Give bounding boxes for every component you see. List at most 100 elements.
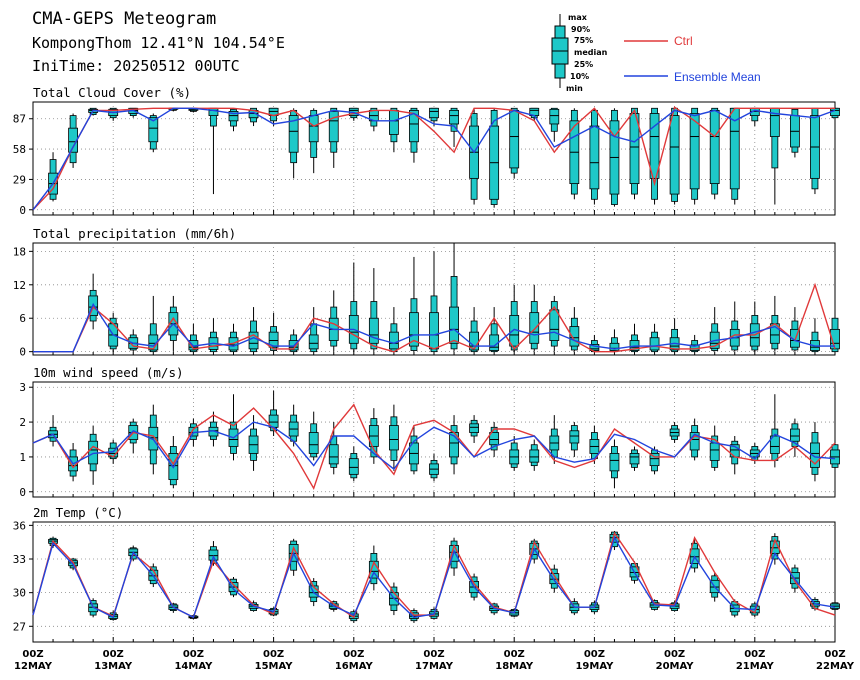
box-inner	[769, 435, 780, 454]
x-tick-label-time: 00Z	[22, 649, 43, 660]
box-whisker	[228, 108, 239, 132]
x-tick-label-date: 15MAY	[255, 661, 294, 672]
panel-3: 2m Temp (°C) 27 30 33 36	[13, 505, 840, 643]
box-inner	[449, 306, 459, 344]
y-tick-label: 2	[19, 416, 26, 429]
x-tick-label-time: 00Z	[263, 649, 284, 660]
box-inner	[549, 573, 560, 585]
box-whisker	[629, 107, 640, 200]
box-whisker	[629, 323, 640, 353]
box-inner	[790, 328, 800, 348]
box-whisker	[810, 107, 820, 195]
panels: Total Cloud Cover (%) 0 29 58 87 Total precip…	[13, 85, 840, 643]
panel-1: Total precipitation (mm/6h) 0 6 12 18	[13, 226, 840, 359]
box-whisker	[429, 453, 439, 482]
box-whisker	[388, 107, 399, 153]
panel-title: Total precipitation (mm/6h)	[33, 226, 236, 241]
box-inner	[609, 453, 620, 472]
box-whisker	[429, 251, 439, 353]
x-tick-label-time: 00Z	[744, 649, 765, 660]
box-whisker	[388, 307, 399, 353]
ensemble-mean-line	[32, 421, 836, 471]
box-whisker	[729, 107, 740, 205]
y-tick-label: 0	[19, 204, 26, 217]
x-tick-label-time: 00Z	[824, 649, 845, 660]
box-inner	[529, 449, 540, 463]
box-whisker	[569, 108, 580, 200]
box-inner	[288, 115, 299, 153]
legend-median-label: median	[574, 48, 608, 57]
chart-title: CMA-GEPS Meteogram	[32, 9, 216, 29]
box-whisker	[388, 404, 399, 471]
box-inner	[649, 337, 660, 351]
box-inner	[308, 432, 319, 454]
box-inner	[810, 442, 820, 468]
box-inner	[248, 331, 259, 350]
box-whisker	[629, 446, 640, 471]
box-whisker	[569, 422, 580, 457]
box-whisker	[148, 113, 159, 153]
box-inner	[429, 107, 439, 119]
box-inner	[669, 115, 680, 195]
x-tick-label-time: 00Z	[584, 649, 605, 660]
box-whisker	[549, 107, 560, 142]
panel-2: 10m wind speed (m/s) 0 1 2 3	[19, 365, 840, 499]
box-whisker	[409, 107, 419, 163]
panel-title: 10m wind speed (m/s)	[33, 365, 184, 380]
box-whisker	[228, 394, 239, 461]
box-whisker	[228, 323, 239, 353]
x-tick-label-date: 18MAY	[495, 661, 534, 672]
x-tick-label-time: 00Z	[664, 649, 685, 660]
box-whisker	[529, 439, 540, 471]
ctrl-line	[33, 282, 836, 353]
legend-p75-label: 75%	[574, 36, 593, 45]
box-inner	[569, 326, 580, 347]
legend-max-label: max	[568, 13, 588, 22]
box-inner	[208, 549, 219, 561]
box-inner	[348, 458, 359, 475]
x-tick-label-date: 17MAY	[415, 661, 454, 672]
box-whisker	[188, 323, 199, 353]
legend-box-glyph: max 90% 75% median 25% 10% min	[551, 13, 608, 93]
box-whisker	[469, 307, 480, 353]
box-inner	[368, 317, 379, 344]
box-whisker	[409, 256, 419, 352]
box-inner	[429, 312, 439, 350]
box-whisker	[609, 439, 620, 489]
box-inner	[148, 426, 159, 451]
box-whisker	[709, 107, 720, 200]
box-whisker	[549, 295, 560, 352]
y-tick-label: 36	[13, 519, 26, 532]
y-tick-label: 12	[13, 279, 26, 292]
box-whisker	[308, 108, 319, 174]
box-whisker	[489, 108, 500, 208]
y-tick-label: 33	[13, 553, 26, 566]
box-whisker	[609, 108, 620, 207]
legend-p90-label: 90%	[571, 25, 590, 34]
x-tick-label-time: 00Z	[103, 649, 124, 660]
panel-title: Total Cloud Cover (%)	[33, 85, 191, 100]
x-axis: 00Z12MAY00Z13MAY00Z14MAY00Z15MAY00Z16MAY…	[14, 649, 855, 672]
box-inner	[449, 109, 459, 125]
panel-title: 2m Temp (°C)	[33, 505, 123, 520]
box-whisker	[749, 301, 760, 352]
ctrl-line	[32, 531, 836, 619]
box-whisker	[790, 307, 800, 352]
x-tick-label-date: 14MAY	[174, 661, 213, 672]
box-inner	[388, 425, 399, 451]
box-inner	[689, 113, 700, 190]
ensemble-mean-line	[33, 302, 835, 353]
box-whisker	[48, 415, 58, 447]
y-tick-label: 1	[19, 451, 26, 464]
box-whisker	[489, 307, 500, 353]
legend-p10-label: 10%	[570, 72, 589, 81]
box-whisker	[348, 446, 359, 482]
box-inner	[589, 344, 600, 351]
box-whisker	[449, 107, 459, 147]
x-tick-label-date: 19MAY	[575, 661, 614, 672]
legend-min-label: min	[566, 84, 583, 93]
y-tick-label: 87	[13, 113, 26, 126]
y-tick-label: 58	[13, 143, 26, 156]
box-whisker	[669, 422, 680, 443]
box-whisker	[529, 284, 540, 352]
